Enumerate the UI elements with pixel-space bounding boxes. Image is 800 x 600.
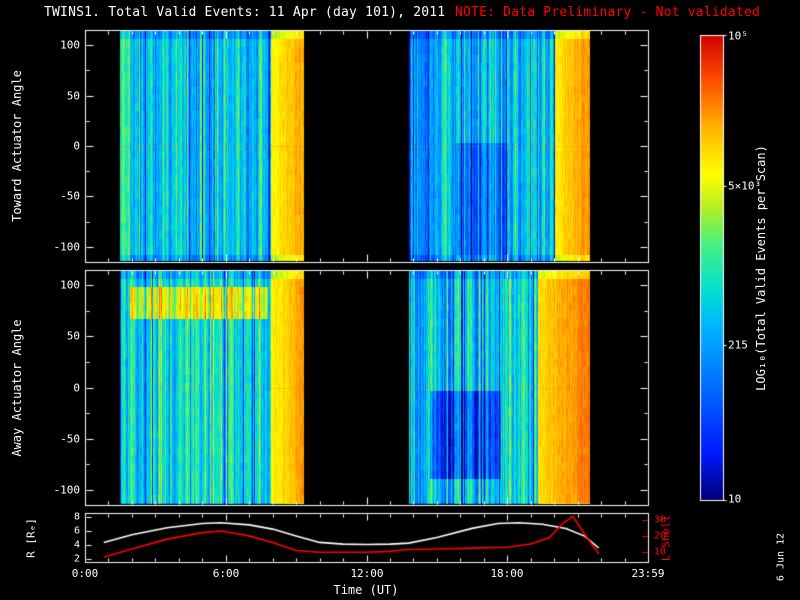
y-tick-label: 0 [73,139,80,153]
figure-title: TWINS1. Total Valid Events: 11 Apr (day … [44,5,446,20]
r-tick-label: 6 [73,525,80,537]
toward-actuator-axis-label: Toward Actuator Angle [10,70,24,222]
lshell-tick-label: 20 [654,530,667,542]
away-actuator-axis-label: Away Actuator Angle [10,319,24,457]
y-tick-label: 0 [73,381,80,395]
y-tick-label: 100 [60,38,80,52]
r-tick-label: 8 [73,511,80,523]
y-tick-label: 50 [66,89,80,103]
x-tick-label: 12:00 [350,567,384,580]
colorbar-tick-label: 5×10³ [728,179,762,193]
y-tick-label: 100 [60,278,80,292]
x-tick-label: 18:00 [490,567,524,580]
x-tick-label: 0:00 [71,567,99,580]
time-axis-label: Time (UT) [333,583,399,597]
r-axis-label: R [Rₑ] [24,518,38,558]
x-tick-label: 6:00 [212,567,240,580]
datestamp: 6 Jun 12 [775,532,787,582]
preliminary-note: NOTE: Data Preliminary - Not validated [455,5,761,20]
y-tick-label: 50 [66,329,80,343]
colorbar-tick-label: 10 [728,492,742,506]
y-tick-label: -100 [53,240,81,254]
y-tick-label: -50 [60,189,80,203]
y-tick-label: -50 [60,432,80,446]
lshell-tick-label: 10 [654,546,667,558]
colorbar-tick-label: 10⁵ [728,29,748,43]
lshell-tick-label: 30 [654,514,667,526]
r-tick-label: 4 [73,539,80,551]
y-tick-label: -100 [53,483,81,497]
r-tick-label: 2 [73,553,80,565]
colorbar-tick-label: 215 [728,338,748,352]
x-tick-label: 23:59 [631,567,665,580]
